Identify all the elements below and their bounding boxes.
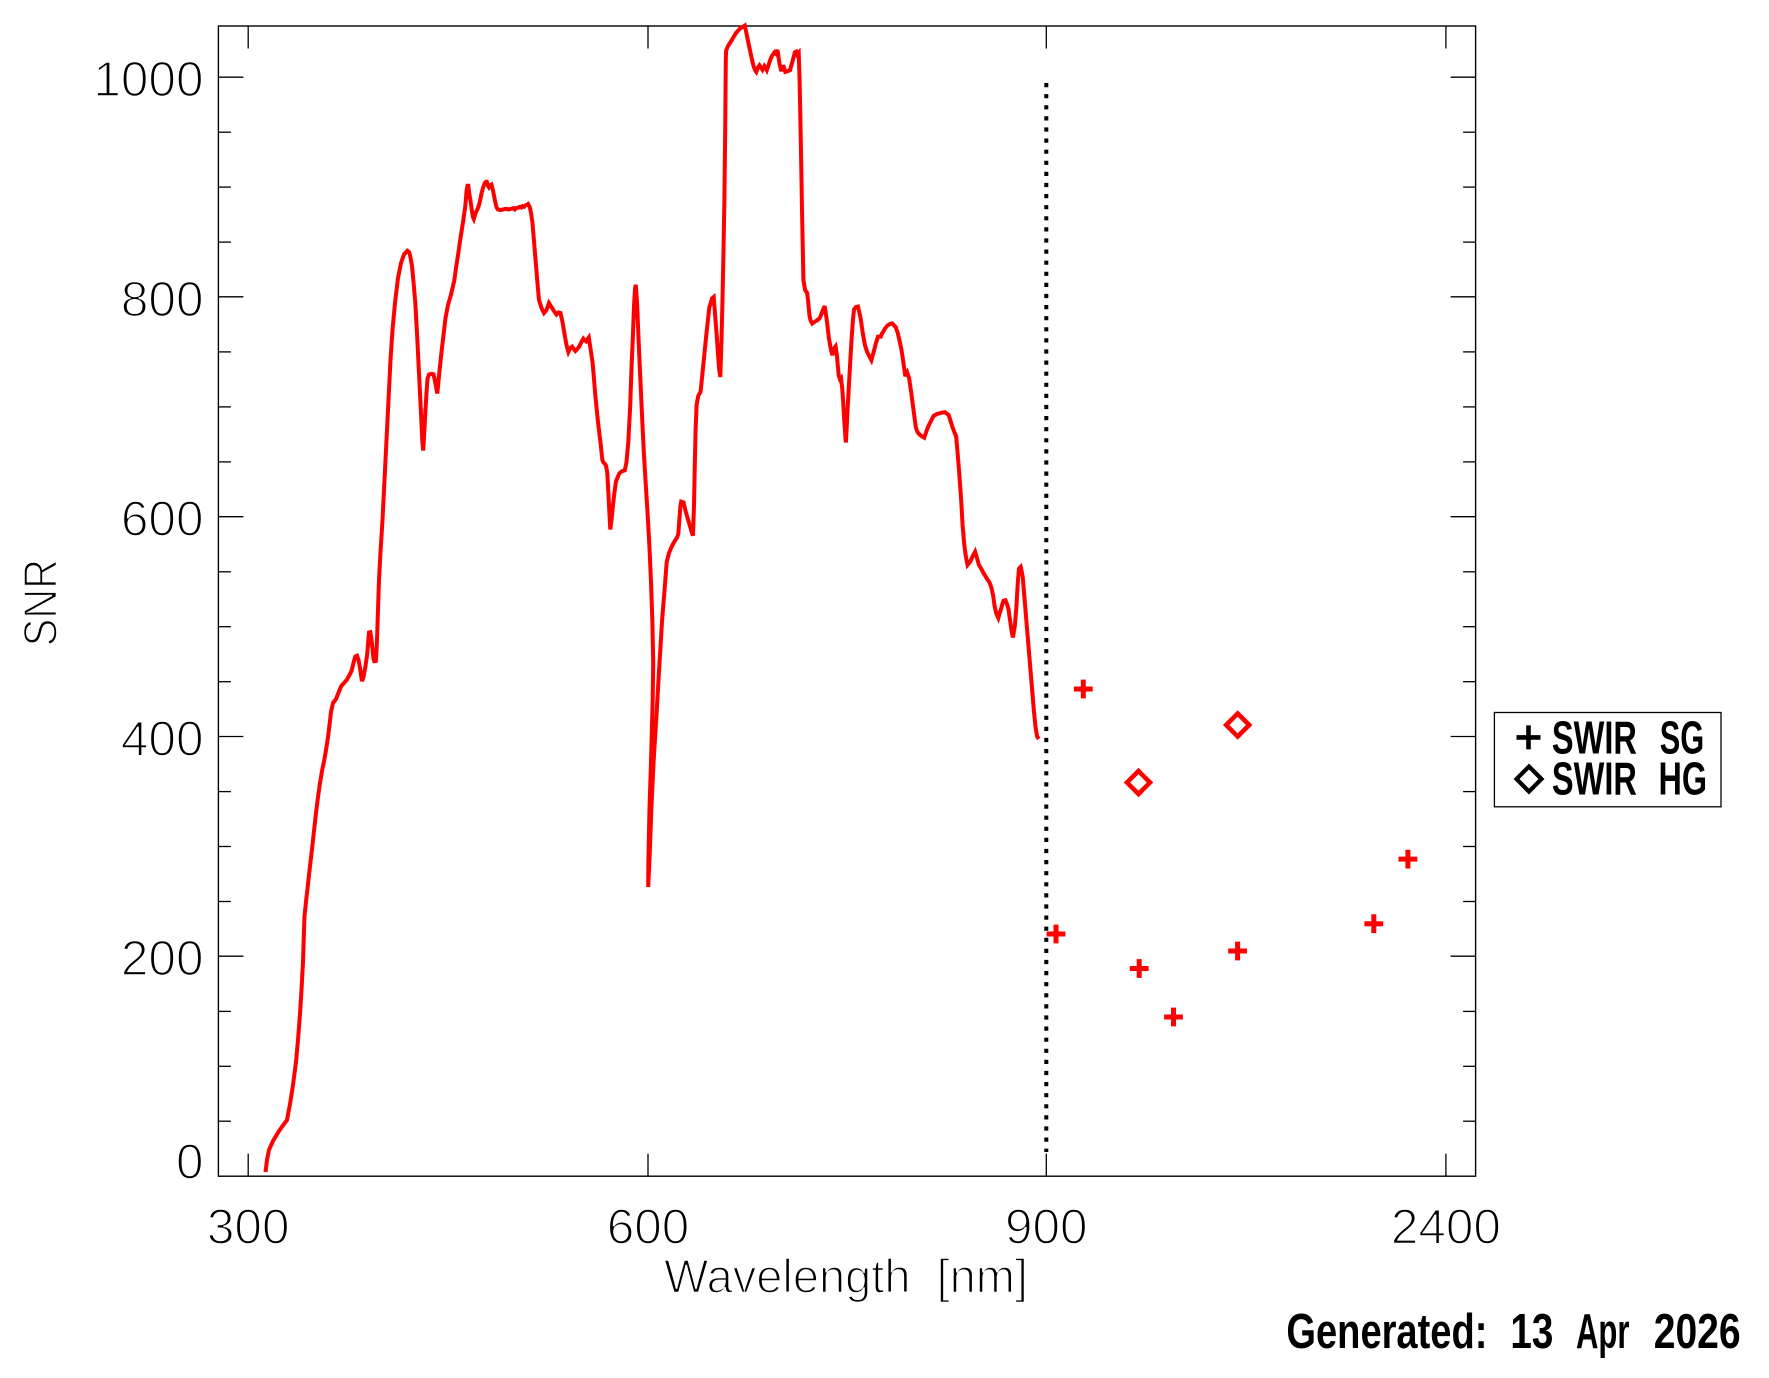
- svg-text:Wavelength [nm]: Wavelength [nm]: [664, 1250, 1028, 1303]
- svg-text:900: 900: [1005, 1200, 1088, 1255]
- svg-text:SNR: SNR: [15, 559, 67, 646]
- svg-text:SWIR: SWIR: [1552, 753, 1637, 805]
- svg-text:Apr: Apr: [1576, 1305, 1630, 1359]
- svg-text:0: 0: [176, 1135, 204, 1190]
- svg-text:HG: HG: [1659, 753, 1708, 805]
- svg-text:300: 300: [207, 1200, 290, 1255]
- svg-text:400: 400: [121, 712, 204, 767]
- svg-text:SG: SG: [1660, 712, 1705, 764]
- svg-text:600: 600: [121, 492, 204, 547]
- svg-text:200: 200: [121, 931, 204, 986]
- svg-text:2400: 2400: [1391, 1200, 1501, 1255]
- svg-text:13: 13: [1510, 1305, 1553, 1359]
- svg-text:600: 600: [607, 1200, 690, 1255]
- svg-text:800: 800: [121, 272, 204, 327]
- svg-text:Generated:: Generated:: [1286, 1305, 1487, 1359]
- svg-text:SWIR: SWIR: [1552, 712, 1637, 764]
- svg-text:2026: 2026: [1654, 1305, 1741, 1359]
- svg-text:1000: 1000: [93, 52, 203, 107]
